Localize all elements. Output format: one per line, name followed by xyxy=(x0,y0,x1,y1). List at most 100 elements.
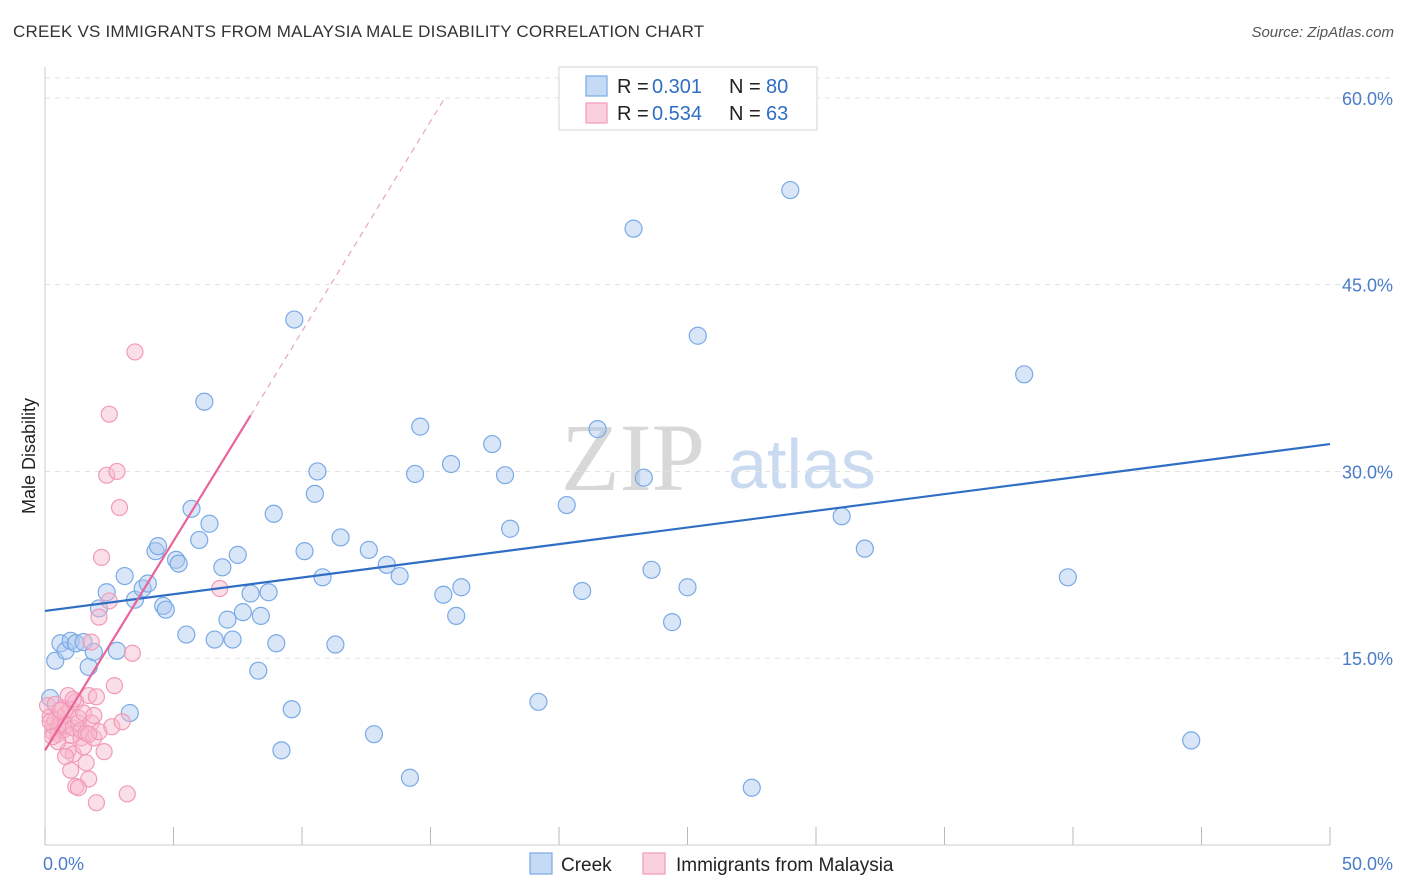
creek-point xyxy=(662,613,682,632)
creek-point xyxy=(56,641,75,660)
bottom-legend-malaysia: Immigrants from Malaysia xyxy=(676,855,894,876)
creek-trend-line xyxy=(44,442,1331,613)
malaysia-points xyxy=(38,343,229,812)
creek-point xyxy=(272,741,291,760)
legend-r-label-malaysia: R = xyxy=(617,103,649,125)
malaysia-point xyxy=(110,498,129,517)
creek-point xyxy=(781,180,800,200)
creek-point xyxy=(259,583,278,602)
legend-n-label-creek: N = xyxy=(729,76,761,98)
bottom-legend: Creek Immigrants from Malaysia xyxy=(529,852,894,876)
creek-point xyxy=(624,219,643,238)
bottom-legend-swatch-malaysia xyxy=(642,852,666,875)
creek-point xyxy=(495,466,515,485)
malaysia-point xyxy=(90,723,108,741)
creek-point xyxy=(832,507,851,526)
creek-point xyxy=(400,768,420,787)
bottom-legend-creek: Creek xyxy=(561,855,612,876)
y-tick-label: 30.0% xyxy=(1342,462,1393,482)
creek-point xyxy=(364,725,384,744)
creek-point xyxy=(228,545,247,564)
creek-point xyxy=(501,519,520,538)
creek-point xyxy=(223,630,242,649)
x-tick-labels: 0.0% 50.0% xyxy=(43,854,1393,874)
creek-point xyxy=(452,578,471,597)
y-tick-label: 60.0% xyxy=(1342,89,1393,109)
creek-point xyxy=(264,504,283,523)
x-tick-label: 50.0% xyxy=(1342,854,1393,874)
legend-r-label-creek: R = xyxy=(617,76,649,98)
creek-point xyxy=(588,420,607,439)
malaysia-trend-line xyxy=(44,414,252,751)
malaysia-point xyxy=(118,785,136,803)
malaysia-point xyxy=(41,713,59,731)
creek-point xyxy=(405,464,425,484)
malaysia-point xyxy=(64,690,82,708)
y-tick-label: 45.0% xyxy=(1342,276,1393,296)
creek-point xyxy=(233,603,252,622)
legend-box: R = 0.301 N = 80 R = 0.534 N = 63 xyxy=(558,66,818,131)
creek-point xyxy=(308,462,327,481)
chart-title: CREEK VS IMMIGRANTS FROM MALAYSIA MALE D… xyxy=(13,22,705,41)
malaysia-point xyxy=(103,718,121,736)
y-tick-label: 15.0% xyxy=(1342,649,1393,669)
creek-point xyxy=(84,642,103,662)
creek-point xyxy=(529,692,548,711)
legend-n-label-malaysia: N = xyxy=(729,103,761,125)
malaysia-point xyxy=(87,688,106,706)
grid-lines xyxy=(45,77,1393,659)
creek-point xyxy=(390,566,409,586)
creek-point xyxy=(434,585,453,604)
creek-point xyxy=(282,700,301,719)
creek-point xyxy=(742,778,761,797)
creek-point xyxy=(1182,731,1201,750)
legend-n-value-creek: 80 xyxy=(766,76,788,98)
creek-point xyxy=(146,542,165,561)
malaysia-point xyxy=(87,794,106,812)
chart-source: Source: ZipAtlas.com xyxy=(1251,24,1394,41)
malaysia-point xyxy=(69,779,88,797)
creek-point xyxy=(634,468,653,487)
y-tick-labels: 15.0% 30.0% 45.0% 60.0% xyxy=(1342,89,1393,669)
creek-point xyxy=(66,634,85,653)
watermark-zip: ZIP xyxy=(561,404,705,511)
creek-point xyxy=(359,540,378,559)
malaysia-point xyxy=(62,761,80,779)
creek-point xyxy=(107,641,127,660)
creek-point xyxy=(305,484,324,503)
creek-point xyxy=(241,584,260,603)
watermark-atlas: atlas xyxy=(728,425,876,503)
x-tick-label: 0.0% xyxy=(43,854,84,874)
trend-lines xyxy=(44,100,1331,751)
creek-point xyxy=(148,537,168,556)
creek-point xyxy=(326,635,345,654)
creek-point xyxy=(249,661,268,680)
malaysia-point xyxy=(95,743,113,761)
legend-r-value-creek: 0.301 xyxy=(652,76,702,98)
malaysia-point xyxy=(113,713,131,731)
watermark: ZIP atlas xyxy=(561,404,876,511)
malaysia-point xyxy=(77,754,95,772)
malaysia-point xyxy=(82,633,100,651)
malaysia-point xyxy=(92,548,111,566)
creek-point xyxy=(205,630,224,649)
bottom-legend-swatch-creek xyxy=(529,852,553,875)
creek-point xyxy=(313,568,332,587)
legend-swatch-malaysia xyxy=(585,102,608,124)
creek-point xyxy=(285,310,304,329)
malaysia-trend-extension xyxy=(250,100,444,416)
malaysia-point xyxy=(85,706,103,725)
malaysia-point xyxy=(80,725,98,743)
creek-point xyxy=(169,554,188,573)
malaysia-point xyxy=(98,466,116,484)
malaysia-point xyxy=(100,405,118,423)
malaysia-point xyxy=(126,343,144,361)
creek-point xyxy=(411,417,430,436)
legend-swatch-creek xyxy=(585,75,608,97)
creek-point xyxy=(642,560,661,579)
malaysia-point xyxy=(108,462,126,481)
creek-point xyxy=(195,392,214,411)
creek-point xyxy=(855,539,874,558)
y-axis-label: Male Disability xyxy=(19,398,39,514)
